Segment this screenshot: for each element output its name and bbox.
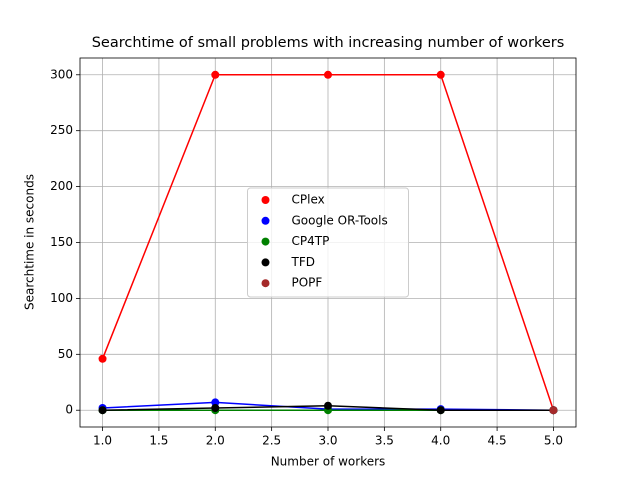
legend-label: Google OR-Tools xyxy=(292,213,388,227)
x-tick-label: 3.0 xyxy=(318,434,337,448)
data-point xyxy=(211,70,220,79)
legend-label: CPlex xyxy=(292,193,325,207)
legend-label: CP4TP xyxy=(292,234,330,248)
legend-marker xyxy=(261,237,270,246)
legend-marker xyxy=(261,258,270,267)
y-tick-label: 250 xyxy=(50,123,73,137)
x-tick-label: 3.5 xyxy=(375,434,394,448)
legend-box xyxy=(247,187,409,298)
y-tick-label: 100 xyxy=(50,291,73,305)
legend-label: POPF xyxy=(292,276,323,290)
data-point xyxy=(436,70,445,79)
x-axis-label: Number of workers xyxy=(271,455,386,469)
y-tick-label: 200 xyxy=(50,179,73,193)
data-point xyxy=(436,406,445,415)
data-point xyxy=(211,403,220,412)
y-tick-label: 50 xyxy=(58,347,73,361)
y-tick-label: 150 xyxy=(50,235,73,249)
x-tick-label: 1.0 xyxy=(93,434,112,448)
x-tick-label: 5.0 xyxy=(544,434,563,448)
legend-marker xyxy=(261,216,270,225)
x-tick-label: 4.0 xyxy=(431,434,450,448)
data-point xyxy=(98,406,107,415)
x-tick-label: 2.5 xyxy=(262,434,281,448)
data-point xyxy=(98,354,107,363)
data-point xyxy=(324,401,332,410)
x-tick-label: 2.0 xyxy=(206,434,225,448)
legend: CPlex Google OR-Tools CP4TP TFD POPF xyxy=(247,187,409,298)
data-point xyxy=(211,398,220,407)
x-tick-label: 1.5 xyxy=(149,434,168,448)
y-tick-label: 0 xyxy=(65,403,73,417)
y-axis-label: Searchtime in seconds xyxy=(23,174,37,310)
legend-marker xyxy=(261,279,270,288)
chart-title: Searchtime of small problems with increa… xyxy=(92,35,565,51)
data-point xyxy=(324,70,332,79)
legend-label: TFD xyxy=(291,255,315,269)
plot-frame xyxy=(79,57,577,428)
data-point xyxy=(549,406,558,415)
y-tick-label: 300 xyxy=(50,67,73,81)
x-tick-label: 4.5 xyxy=(488,434,507,448)
legend-marker xyxy=(261,196,270,204)
